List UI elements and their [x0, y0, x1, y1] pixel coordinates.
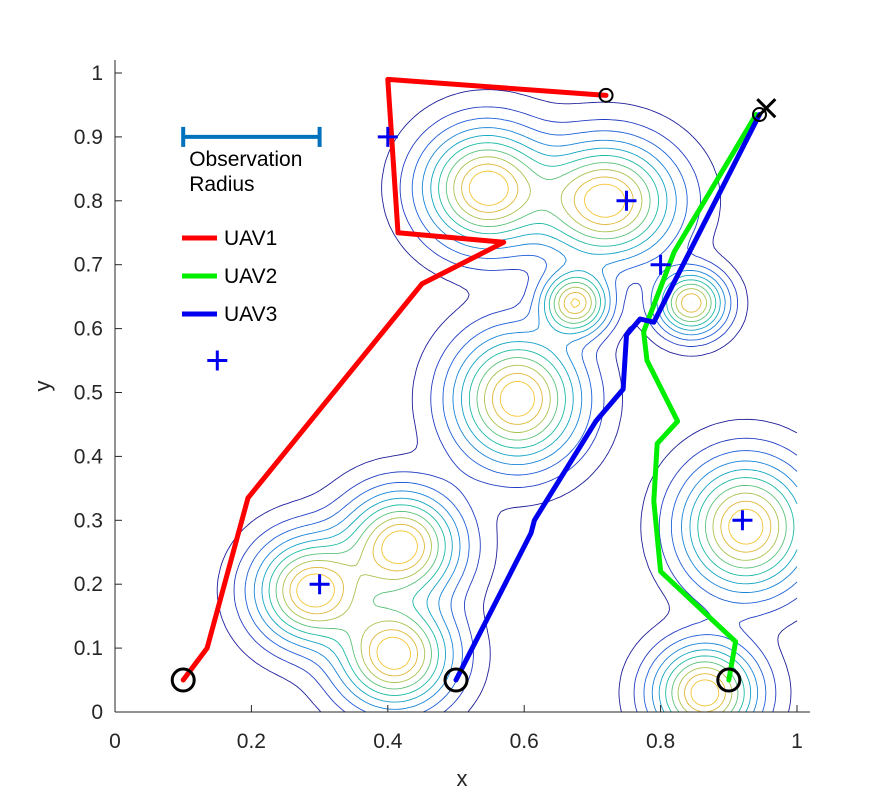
start-marker	[170, 667, 196, 693]
uav-paths	[180, 76, 762, 683]
y-tick-label: 0.6	[74, 318, 103, 341]
observation-radius-label-line1: Observation	[189, 148, 302, 171]
y-tick-label: 0.5	[74, 382, 103, 405]
x-axis-label: x	[457, 766, 468, 791]
legend-label-uav3: UAV3	[224, 303, 277, 326]
path-uav1	[180, 76, 609, 683]
target-marker	[207, 350, 228, 371]
contour-level-2	[233, 106, 798, 713]
contour-level-4	[253, 127, 798, 713]
x-tick-label: 1	[791, 730, 803, 753]
contour-level-7	[275, 149, 787, 713]
path-uav3	[453, 112, 762, 683]
end-marker	[751, 107, 767, 123]
legend-label-uav2: UAV2	[224, 265, 277, 288]
x-tick-label: 0	[109, 730, 121, 753]
legend: UAV1 UAV2 UAV3	[182, 227, 277, 326]
y-tick-label: 0.9	[74, 126, 103, 149]
path-uav2	[641, 112, 759, 683]
x-tick-label: 0.2	[237, 730, 266, 753]
contour-level-9	[289, 163, 772, 713]
contour-level-1	[216, 89, 798, 713]
y-axis-label: y	[30, 381, 55, 392]
end-marker	[598, 87, 614, 103]
target-marker	[616, 190, 637, 211]
ticks: 0 0.2 0.4 0.6 0.8 1 0 0.1 0.2 0.3 0.4 0.5 0.6 0.7 0.8 0…	[74, 62, 803, 753]
contour-level-3	[244, 117, 798, 713]
observation-radius-label-line2: Radius	[189, 173, 254, 196]
y-tick-label: 0.4	[74, 445, 104, 468]
legend-label-uav1: UAV1	[224, 227, 277, 250]
axes	[114, 60, 810, 713]
contour-level-10	[296, 170, 764, 707]
contour-level-6	[268, 142, 795, 713]
x-tick-label: 0.4	[373, 730, 403, 753]
y-tick-label: 0.3	[74, 509, 103, 532]
contour-level-8	[282, 156, 780, 713]
goal-cross-marker	[756, 98, 777, 119]
y-tick-label: 1	[91, 62, 103, 85]
y-tick-label: 0.2	[74, 573, 103, 596]
y-tick-label: 0.7	[74, 254, 103, 277]
target-marker	[650, 254, 671, 275]
target-marker	[309, 574, 330, 595]
target-marker	[377, 126, 398, 147]
contour-layer	[216, 89, 798, 713]
x-tick-label: 0.6	[510, 730, 539, 753]
y-tick-label: 0	[91, 701, 103, 724]
x-tick-label: 0.8	[646, 730, 675, 753]
contour-level-5	[261, 135, 798, 713]
target-marker	[732, 510, 753, 531]
start-marker	[716, 667, 742, 693]
y-tick-label: 0.8	[74, 190, 103, 213]
markers	[170, 87, 777, 693]
observation-radius-annotation: Observation Radius	[181, 126, 322, 196]
y-tick-label: 0.1	[74, 637, 103, 660]
start-marker	[443, 667, 469, 693]
